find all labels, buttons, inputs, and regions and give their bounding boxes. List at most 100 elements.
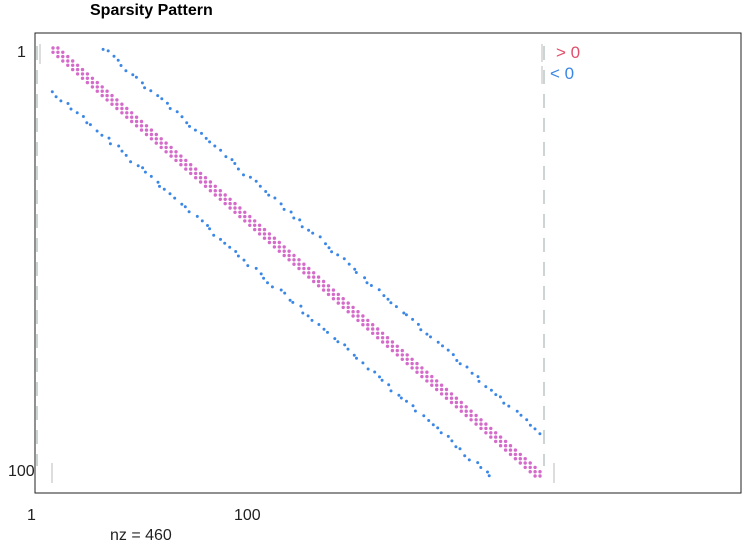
- sparsity-point: [464, 413, 468, 418]
- sparsity-point: [208, 184, 213, 188]
- sparsity-point: [474, 418, 478, 422]
- sparsity-point: [435, 387, 439, 392]
- sparsity-point: [75, 111, 79, 115]
- sparsity-point: [277, 245, 281, 249]
- plot-frame: [34, 32, 742, 494]
- sparsity-point: [508, 448, 513, 452]
- sparsity-point: [174, 154, 178, 158]
- sparsity-point: [272, 245, 277, 249]
- sparsity-point: [533, 470, 537, 474]
- sparsity-point: [321, 279, 326, 284]
- sparsity-point: [498, 444, 503, 448]
- sparsity-point: [297, 262, 301, 266]
- sparsity-point: [100, 133, 104, 137]
- sparsity-point: [326, 330, 329, 334]
- sparsity-point: [203, 176, 208, 180]
- sparsity-point: [435, 379, 439, 383]
- sparsity-point: [130, 119, 134, 124]
- sparsity-point: [272, 236, 277, 240]
- sparsity-point: [61, 54, 65, 59]
- sparsity-point: [503, 448, 508, 452]
- sparsity-point: [159, 137, 163, 141]
- sparsity-point: [326, 292, 331, 297]
- sparsity-point: [399, 396, 403, 400]
- sparsity-point: [324, 242, 327, 246]
- sparsity-point: [538, 474, 542, 478]
- sparsity-point: [307, 266, 311, 271]
- sparsity-point: [144, 128, 149, 132]
- sparsity-point: [415, 361, 419, 366]
- sparsity-point: [353, 267, 357, 271]
- sparsity-point: [242, 173, 245, 177]
- sparsity-point: [112, 54, 116, 58]
- sparsity-point: [301, 311, 305, 315]
- sparsity-point: [427, 419, 431, 422]
- sparsity-point: [80, 67, 85, 72]
- sparsity-point: [95, 129, 99, 133]
- sparsity-point: [474, 413, 478, 418]
- sparsity-point: [213, 189, 217, 193]
- sparsity-point: [213, 184, 217, 188]
- sparsity-point: [371, 323, 375, 327]
- sparsity-point: [336, 297, 340, 301]
- sparsity-point: [149, 128, 154, 132]
- sparsity-point: [213, 144, 217, 148]
- sparsity-point: [454, 400, 459, 405]
- sparsity-point: [420, 370, 424, 374]
- sparsity-point: [525, 418, 529, 422]
- sparsity-point: [470, 371, 474, 375]
- sparsity-point: [380, 336, 385, 340]
- sparsity-point: [429, 335, 432, 339]
- sparsity-point: [130, 115, 134, 119]
- sparsity-point: [100, 89, 104, 93]
- sparsity-point: [494, 393, 498, 397]
- sparsity-point: [321, 284, 326, 288]
- sparsity-point: [369, 284, 373, 287]
- sparsity-point: [283, 291, 287, 295]
- sparsity-point: [164, 150, 168, 154]
- sparsity-point: [253, 219, 257, 223]
- sparsity-point: [341, 301, 345, 305]
- sparsity-point: [139, 124, 144, 128]
- sparsity-point: [449, 396, 454, 400]
- sparsity-point: [405, 399, 408, 403]
- sparsity-point: [422, 414, 426, 418]
- legend-entry-negative: < 0: [550, 64, 575, 83]
- sparsity-point: [528, 470, 532, 474]
- sparsity-point: [154, 137, 158, 141]
- sparsity-point: [194, 167, 198, 171]
- sparsity-point: [299, 304, 303, 308]
- sparsity-point: [125, 111, 129, 115]
- sparsity-point: [224, 155, 228, 159]
- sparsity-point: [454, 396, 459, 400]
- sparsity-point: [450, 439, 454, 443]
- sparsity-point: [361, 361, 365, 365]
- sparsity-point: [454, 405, 459, 409]
- sparsity-point: [61, 59, 65, 63]
- sparsity-point: [307, 228, 311, 232]
- sparsity-point: [173, 196, 177, 200]
- sparsity-point: [179, 158, 183, 163]
- sparsity-point: [154, 132, 158, 137]
- sparsity-point: [377, 288, 381, 292]
- sparsity-point: [198, 171, 203, 176]
- sparsity-point: [262, 227, 267, 232]
- sparsity-point: [458, 362, 462, 366]
- sparsity-point: [365, 281, 369, 285]
- sparsity-point: [331, 288, 336, 292]
- sparsity-point: [71, 67, 75, 72]
- sparsity-point: [302, 271, 306, 275]
- sparsity-point: [425, 379, 429, 383]
- sparsity-point: [341, 305, 345, 310]
- sparsity-point: [410, 361, 414, 366]
- sparsity-point: [454, 445, 458, 449]
- sparsity-point: [402, 311, 406, 315]
- sparsity-point: [395, 353, 399, 357]
- sparsity-point: [228, 197, 232, 201]
- sparsity-point: [228, 206, 232, 210]
- sparsity-point: [538, 432, 542, 436]
- sparsity-point: [75, 67, 80, 72]
- sparsity-point: [143, 170, 147, 174]
- sparsity-point: [208, 180, 213, 184]
- sparsity-point: [361, 323, 365, 327]
